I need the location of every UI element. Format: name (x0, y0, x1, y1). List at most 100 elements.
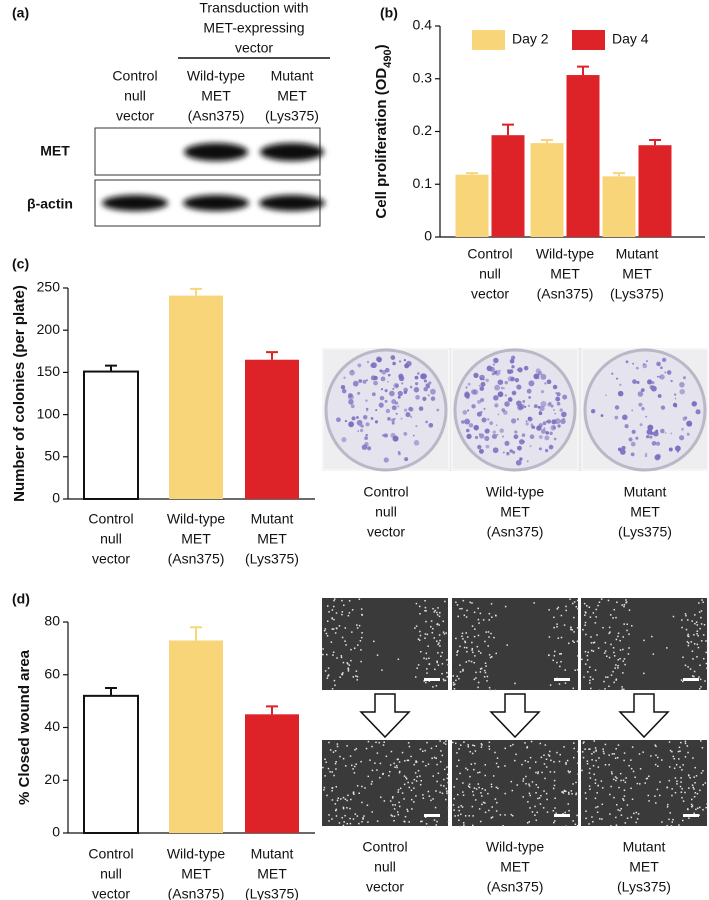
cell (701, 746, 704, 749)
colony (380, 376, 386, 382)
cell (585, 605, 588, 607)
cell (399, 787, 402, 790)
cell (584, 792, 587, 794)
cell (488, 636, 490, 638)
cell (471, 625, 474, 627)
photo-label: Control (363, 484, 408, 500)
cell (462, 599, 465, 602)
cell (573, 742, 575, 744)
cell (328, 814, 330, 816)
colony (624, 424, 629, 429)
cell (700, 772, 703, 774)
cell (435, 790, 437, 792)
cell (568, 809, 570, 812)
cell (341, 636, 344, 639)
cell (351, 609, 354, 611)
cell (572, 640, 574, 642)
cell (594, 782, 597, 784)
cell (553, 771, 556, 773)
cell (699, 627, 701, 630)
colony (350, 404, 355, 409)
cell (439, 639, 441, 642)
cell (410, 798, 413, 801)
cell (592, 641, 595, 644)
bar (169, 640, 223, 833)
cell (577, 627, 580, 630)
cell (524, 742, 526, 744)
cell (467, 744, 469, 746)
panel-label: (a) (12, 5, 29, 21)
cell (442, 620, 445, 623)
cell (681, 819, 684, 822)
colony (695, 409, 701, 415)
colony (539, 405, 545, 412)
cell (367, 775, 370, 778)
cell (559, 753, 561, 756)
cell (481, 803, 483, 806)
cell (335, 786, 338, 788)
cell (622, 660, 625, 662)
x-tick-label: Mutant (251, 511, 294, 527)
colony (526, 460, 529, 463)
cell (382, 744, 385, 746)
cell (535, 792, 537, 794)
cell (696, 792, 699, 795)
colony (479, 386, 485, 391)
cell (537, 772, 539, 775)
cell (589, 767, 591, 770)
cell (525, 782, 527, 785)
cell (573, 747, 575, 750)
cell (593, 751, 595, 753)
cell (329, 771, 331, 773)
photo-label: (Asn375) (487, 879, 544, 895)
cell (585, 810, 587, 812)
cell (357, 644, 359, 646)
colony (645, 360, 648, 363)
cell (504, 765, 506, 767)
cell (698, 602, 700, 604)
cell (327, 767, 330, 770)
colony (504, 401, 510, 407)
y-axis-label-part: Number of colonies (per plate) (11, 285, 28, 502)
cell (534, 805, 536, 808)
bar (602, 176, 636, 237)
cell (673, 767, 676, 770)
cell (475, 671, 477, 674)
colony (489, 421, 494, 426)
cell (692, 658, 694, 660)
cell (463, 614, 466, 617)
cell (590, 642, 593, 644)
colony (509, 449, 513, 453)
colony (519, 457, 523, 461)
colony (533, 373, 540, 380)
cell (456, 765, 458, 767)
cell (325, 761, 327, 763)
colony (657, 394, 662, 398)
cell (416, 667, 418, 669)
cell (617, 635, 619, 638)
colony (473, 372, 479, 378)
x-tick-label: Mutant (616, 246, 659, 262)
wound-photo (322, 740, 448, 826)
cell (502, 825, 504, 827)
cell (672, 818, 674, 821)
colony (649, 435, 653, 439)
colony (423, 379, 427, 383)
cell (494, 751, 496, 754)
cell (682, 800, 685, 802)
cell (693, 643, 696, 645)
cell (371, 769, 374, 772)
cell (397, 758, 399, 760)
cell (473, 611, 476, 614)
colony (348, 399, 354, 405)
cell (702, 770, 704, 772)
cell (469, 601, 472, 604)
cell (436, 661, 439, 664)
cell (424, 633, 427, 635)
photo-label: vector (366, 879, 404, 895)
cell (477, 783, 480, 785)
cell (615, 638, 618, 641)
cell (326, 794, 328, 797)
cell (659, 794, 661, 797)
cell (356, 815, 359, 817)
